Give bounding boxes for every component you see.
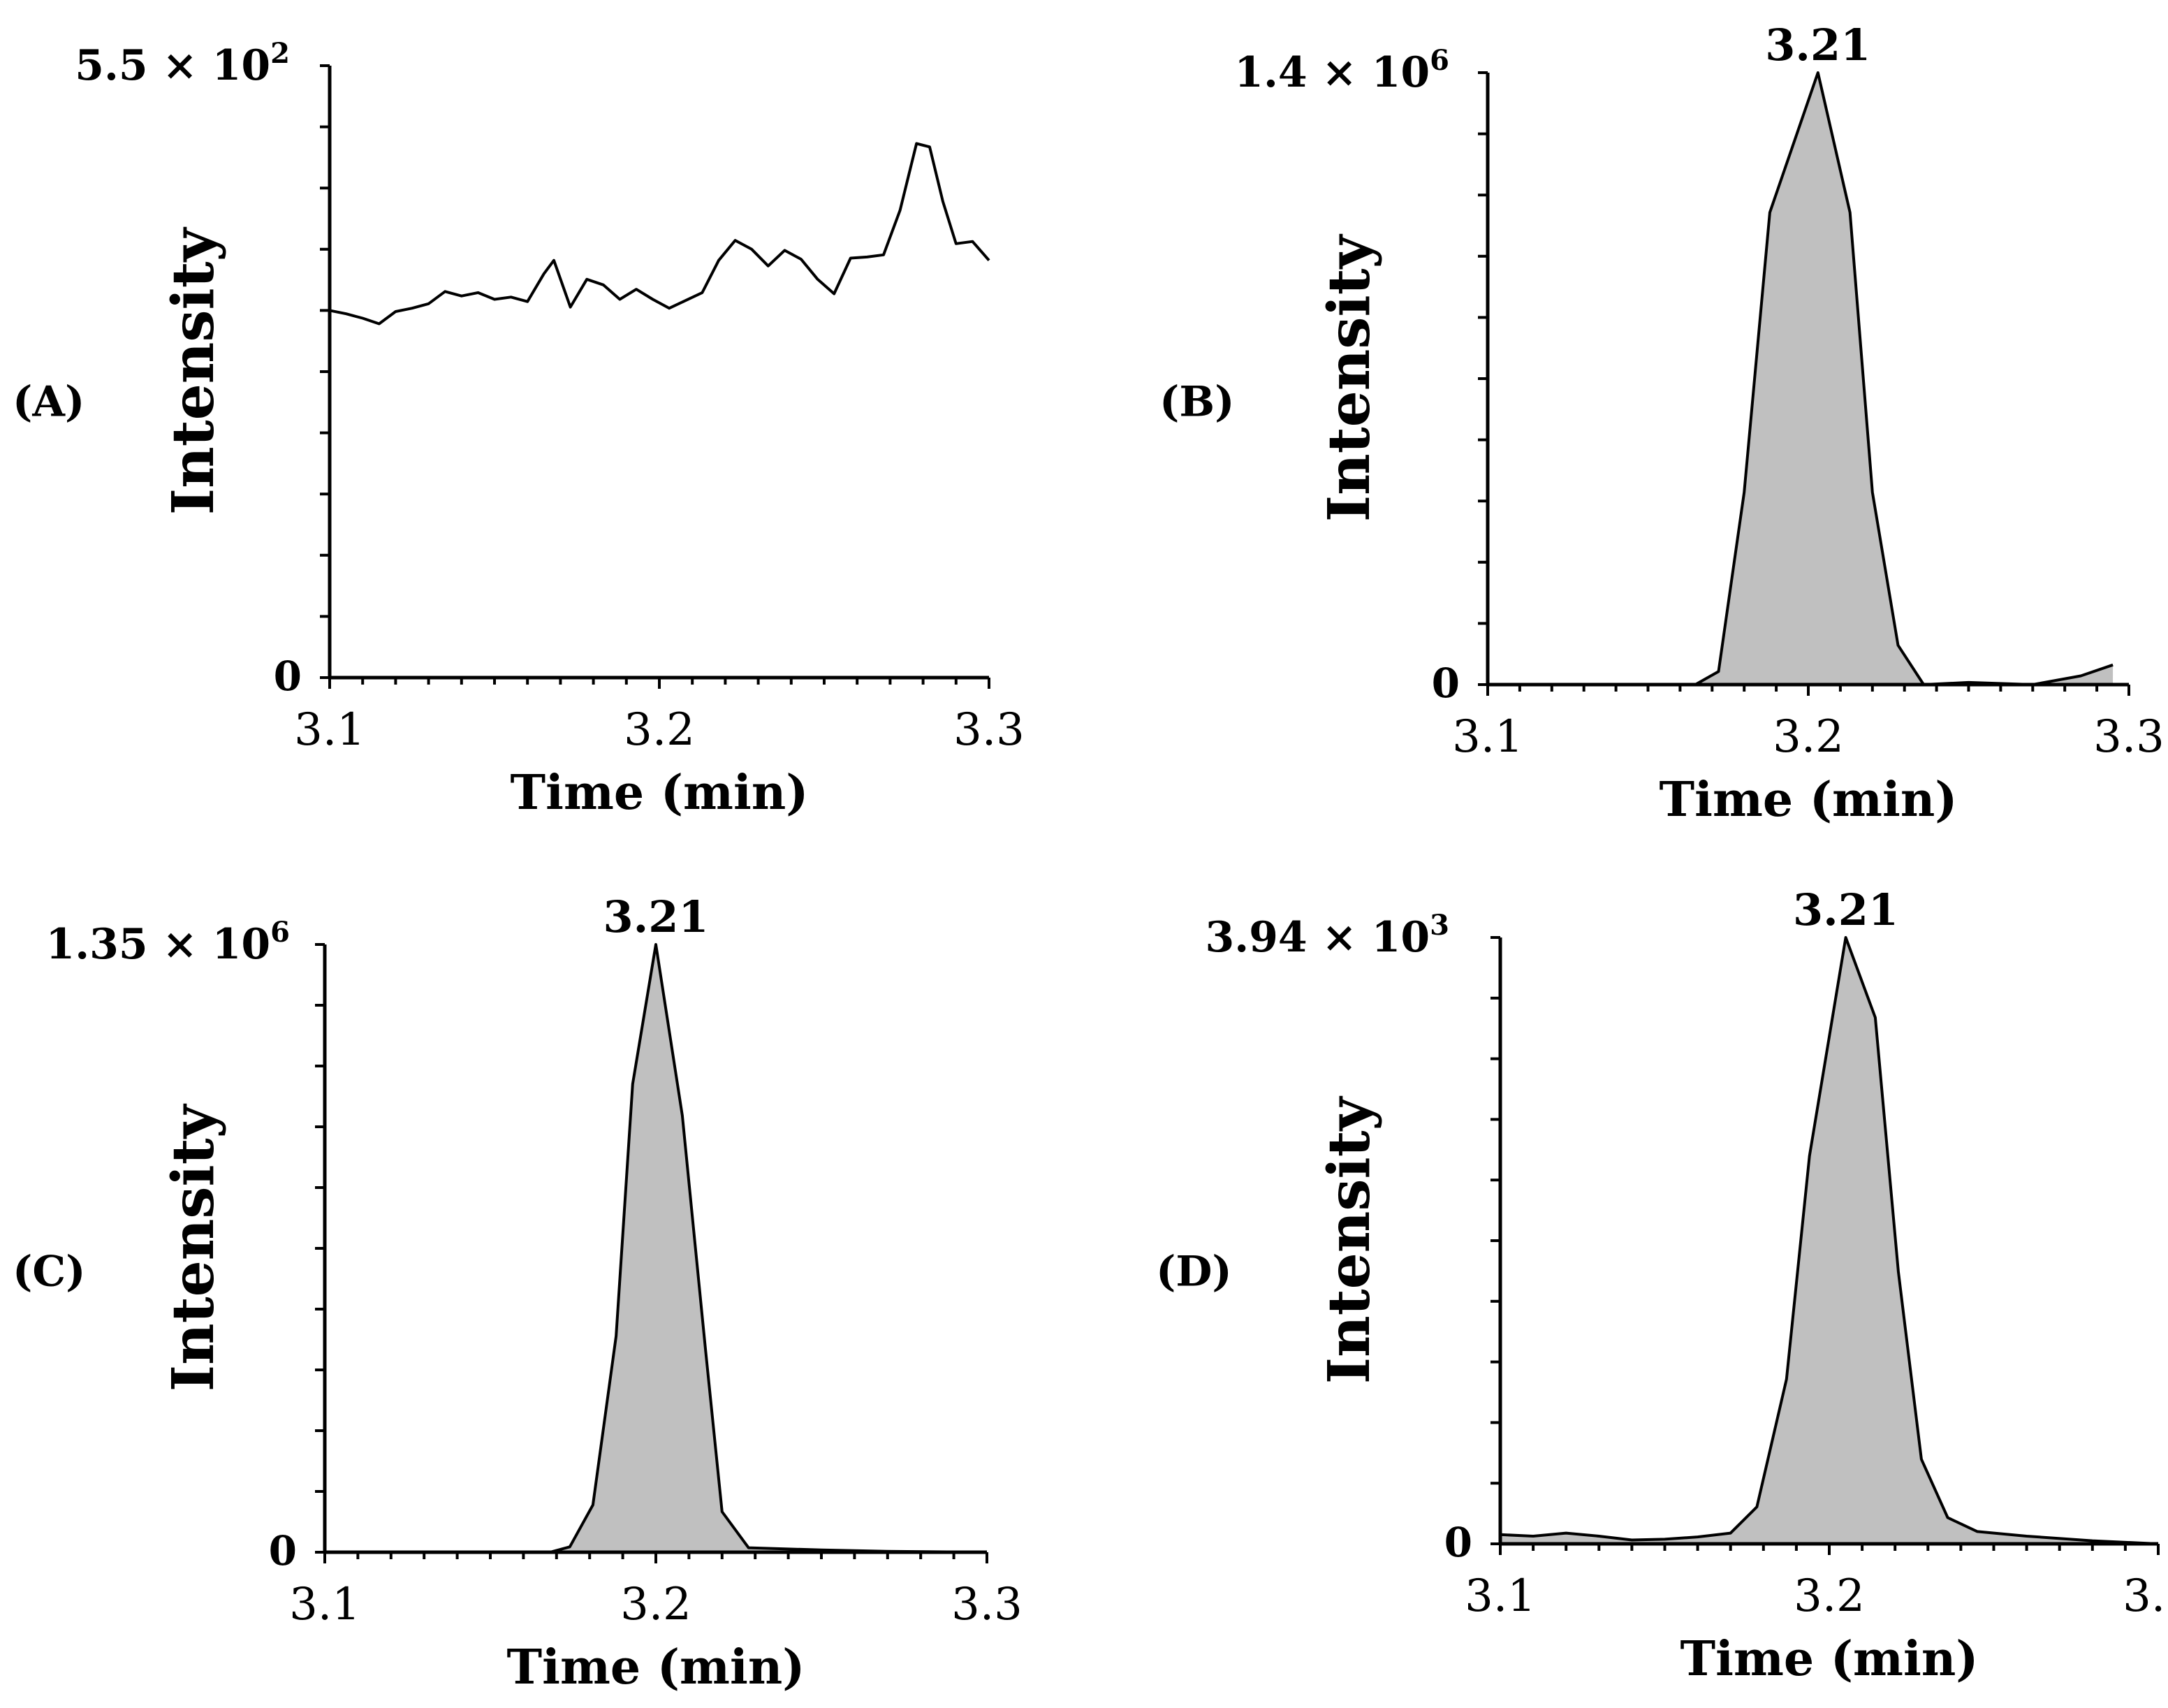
chromatogram-trace xyxy=(329,142,990,326)
chromatogram-trace xyxy=(325,943,988,1554)
y-max-label: 5.5 × 102 xyxy=(75,37,290,90)
y-max-label: 1.35 × 106 xyxy=(45,916,290,969)
peak-area-fill xyxy=(1500,937,2158,1544)
x-tick-label: 3.2 xyxy=(1773,711,1844,763)
y-max-label: 1.4 × 106 xyxy=(1234,44,1449,97)
x-axis-label: Time (min) xyxy=(1660,772,1958,828)
x-axis-label: Time (min) xyxy=(1680,1631,1979,1687)
x-tick-label: 3.2 xyxy=(620,1579,691,1630)
x-tick-label: 3.1 xyxy=(1452,711,1523,763)
peak-retention-label: 3.21 xyxy=(603,891,708,942)
y-axis-label: Intensity xyxy=(160,1103,227,1392)
panel-letter: (D) xyxy=(1156,1248,1232,1297)
y-zero-label: 0 xyxy=(1444,1519,1472,1566)
x-axis-label: Time (min) xyxy=(511,765,809,821)
chart-panels: (A) Intensity 3.1 3.2 3.3 Time (min) 5.5 × 102… xyxy=(13,20,2168,1695)
chart-panel-b: (B) Intensity 3.1 3.2 3.3 Time (min) 1.4 × 106… xyxy=(1159,20,2165,828)
x-tick-label: 3.3 xyxy=(951,1579,1023,1630)
y-axis-label: Intensity xyxy=(1316,1095,1383,1384)
x-tick-label: 3.1 xyxy=(289,1579,360,1630)
panel-letter: (B) xyxy=(1159,378,1235,427)
x-tick-label: 3.2 xyxy=(624,704,695,756)
peak-area-fill xyxy=(325,944,987,1552)
peak-retention-label: 3.21 xyxy=(1765,20,1870,71)
y-axis-label: Intensity xyxy=(160,226,227,515)
chart-panel-c: (C) Intensity 3.1 3.2 3.3 Time (min) 1.35 × 10… xyxy=(13,891,1023,1695)
panel-letter: (A) xyxy=(13,378,85,427)
x-tick-label: 3.3 xyxy=(953,704,1025,756)
y-zero-label: 0 xyxy=(269,1527,297,1575)
x-tick-label: 3.2 xyxy=(1794,1570,1865,1622)
y-max-label: 3.94 × 103 xyxy=(1205,909,1449,962)
x-tick-label: 3.1 xyxy=(294,704,365,756)
y-zero-label: 0 xyxy=(274,652,302,700)
chart-panel-a: (A) Intensity 3.1 3.2 3.3 Time (min) 5.5 × 102… xyxy=(13,37,1025,821)
x-axis-label: Time (min) xyxy=(507,1640,805,1695)
peak-area-fill xyxy=(1488,73,2114,685)
x-tick-label: 3.1 xyxy=(1465,1570,1536,1622)
peak-retention-label: 3.21 xyxy=(1793,884,1898,935)
x-tick-label: 3.3 xyxy=(2123,1570,2168,1622)
x-tick-label: 3.3 xyxy=(2093,711,2165,763)
y-axis-label: Intensity xyxy=(1316,233,1383,522)
panel-letter: (C) xyxy=(13,1248,86,1297)
y-zero-label: 0 xyxy=(1432,659,1460,707)
chromatogram-trace xyxy=(1500,936,2159,1545)
chart-panel-d: (D) Intensity 3.1 3.2 3.3 Time (min) 3.94 × 10… xyxy=(1156,884,2168,1687)
